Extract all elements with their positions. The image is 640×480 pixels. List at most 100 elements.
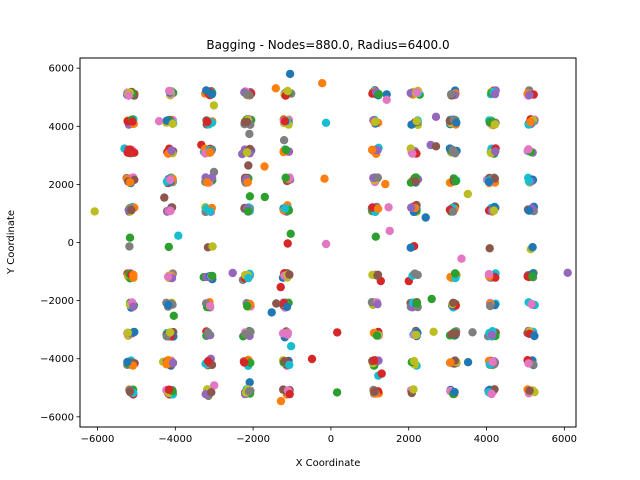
data-point [446,358,455,367]
data-point [280,204,289,213]
data-point [208,271,217,281]
data-point [242,117,252,127]
data-point [125,178,135,187]
data-point [165,86,174,96]
data-point [205,301,215,310]
data-point [129,302,138,311]
data-point [281,145,291,155]
data-point [367,145,377,154]
data-point [280,117,290,126]
x-tick-label: 2000 [396,434,421,445]
data-point [285,69,295,79]
data-point [421,213,430,222]
data-point [244,387,254,396]
data-point [208,242,217,251]
data-point [123,328,133,337]
data-point [490,120,500,129]
x-tick-label: 4000 [474,434,499,445]
data-point [320,174,329,183]
data-point [203,117,212,127]
data-point [406,243,415,252]
chart-title: Bagging - Nodes=880.0, Radius=6400.0 [206,38,449,52]
y-tick-label: 6000 [49,64,74,75]
data-point [427,294,436,304]
data-point [431,142,441,151]
data-point [240,358,249,367]
data-point [451,177,460,186]
data-point [271,84,280,93]
data-point [527,300,536,309]
data-point [267,308,276,317]
data-point [530,331,539,341]
data-point [285,270,294,279]
data-point [412,299,422,308]
data-point [285,360,294,370]
data-point [447,330,456,339]
data-point [484,269,494,279]
y-tick-label: 0 [68,238,74,249]
data-point [528,243,537,252]
data-point [283,86,292,96]
data-point [260,192,269,202]
data-point [457,254,466,263]
data-point [563,268,572,277]
data-point [485,244,494,253]
data-point [202,86,211,95]
data-point [431,112,441,122]
data-point [167,146,176,155]
data-point [412,117,421,126]
data-point [373,173,382,182]
data-point [246,327,255,336]
x-axis-label: X Coordinate [296,458,361,469]
data-point [164,242,173,252]
data-point [243,207,253,216]
data-point [449,298,458,307]
data-point [90,207,99,216]
data-point [370,356,379,365]
data-point [164,300,173,310]
data-point [276,396,286,406]
data-point [463,189,472,199]
data-point [370,387,379,396]
x-axis: −6000 −4000 −2000 0 2000 4000 6000 [81,427,577,445]
data-point [371,117,380,126]
data-point [489,206,499,215]
data-point [242,148,252,157]
data-point [203,357,213,366]
data-point [245,192,255,201]
data-point [486,301,495,311]
data-point [203,328,213,337]
data-point [410,269,419,278]
data-point [243,178,252,187]
data-point [165,328,175,337]
data-point [174,231,183,240]
y-tick-label: 2000 [49,180,74,191]
data-point [282,302,292,311]
data-point [321,118,331,128]
data-point [491,147,500,156]
data-point [125,242,134,251]
data-point [452,118,461,127]
data-point [129,270,138,279]
data-point [228,268,237,278]
data-point [283,239,292,248]
data-point [385,226,394,236]
x-tick-label: 0 [328,434,334,445]
data-point [130,327,139,337]
data-point [413,88,422,97]
y-axis: −6000 −4000 −2000 0 2000 4000 6000 [40,64,80,423]
data-point [412,330,421,340]
data-point [488,357,497,367]
data-point [169,311,178,320]
data-point [286,229,295,238]
data-point [123,357,132,367]
data-point [409,356,419,366]
y-axis-label: Y Coordinate [6,210,17,275]
data-point [163,272,173,281]
data-point [384,203,393,212]
x-tick-label: −4000 [158,434,192,445]
data-point [463,358,473,367]
data-point [245,378,254,387]
data-point [371,232,380,241]
